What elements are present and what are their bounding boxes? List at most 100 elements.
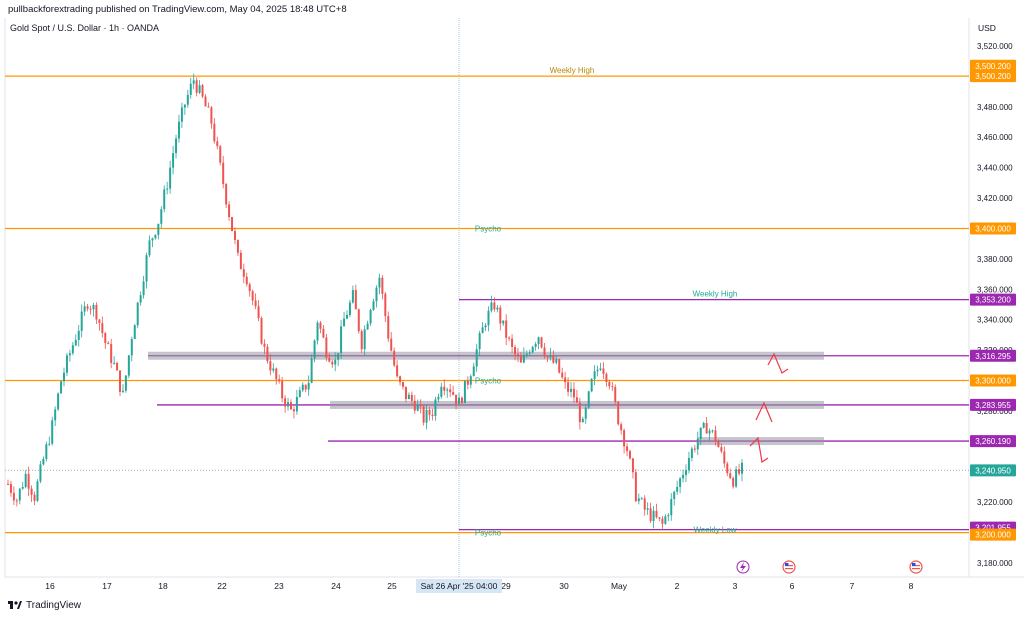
candle-body — [210, 107, 213, 124]
candle-body — [136, 302, 139, 326]
candle-body — [63, 372, 66, 382]
candle-body — [65, 355, 68, 373]
us-flag-icon[interactable] — [782, 560, 796, 574]
candle-body — [284, 398, 287, 407]
y-tick-label: 3,280.000 — [977, 407, 1013, 416]
candle-body — [360, 331, 363, 350]
level-price-tag-bg — [970, 293, 1016, 306]
candle-body — [399, 376, 402, 383]
candle-body — [443, 386, 446, 391]
candle-body — [428, 409, 431, 415]
candle-body — [337, 353, 340, 360]
candle-body — [511, 338, 514, 348]
extra-price-tag: 3,500.200 — [975, 62, 1011, 71]
candle-body — [48, 443, 51, 445]
candle-body — [419, 405, 422, 407]
level-text: Weekly High — [693, 290, 738, 299]
candle-body — [225, 184, 228, 205]
candle-body — [119, 370, 122, 392]
level-price-tag: 3,400.000 — [975, 224, 1011, 233]
candle-body — [564, 377, 567, 383]
candle-body — [295, 396, 298, 412]
candle-body — [7, 483, 9, 485]
candle-body — [484, 325, 487, 328]
symbol-title[interactable]: Gold Spot / U.S. Dollar · 1h · OANDA — [10, 23, 160, 33]
currency-label[interactable]: USD — [978, 23, 996, 33]
y-tick-label: 3,340.000 — [977, 316, 1013, 325]
level-price-tag-bg — [970, 398, 1016, 411]
candle-body — [9, 484, 12, 493]
candle-body — [387, 316, 390, 339]
candle-body — [593, 371, 596, 380]
candle-body — [378, 277, 381, 288]
candle-body — [534, 344, 537, 347]
candle-body — [113, 362, 116, 364]
us-flag-icon[interactable] — [909, 560, 923, 574]
candle-body — [596, 369, 599, 372]
candle-body — [151, 238, 154, 241]
candle-body — [493, 302, 496, 310]
candle-body — [649, 508, 652, 521]
candle-body — [676, 486, 679, 492]
candle-body — [490, 302, 493, 311]
crosshair-time-bg — [416, 579, 502, 593]
y-tick-label: 3,420.000 — [977, 194, 1013, 203]
candle-body — [446, 389, 449, 391]
candle-body — [192, 80, 195, 84]
candle-body — [77, 330, 80, 340]
candle-body — [36, 481, 39, 501]
candle-body — [95, 304, 98, 320]
candle-body — [148, 240, 151, 256]
candle-body — [667, 515, 670, 517]
candle-body — [121, 390, 124, 392]
candle-body — [673, 491, 676, 500]
level-text: Weekly Low — [694, 526, 737, 535]
candle-body — [687, 458, 690, 471]
candle-body — [402, 382, 405, 387]
candle-body — [393, 350, 396, 366]
candle-body — [422, 406, 425, 423]
x-tick-label: 3 — [733, 581, 738, 591]
candle-body — [720, 447, 723, 452]
candle-body — [543, 347, 546, 357]
candle-body — [581, 418, 584, 423]
candle-body — [463, 380, 466, 404]
candle-body — [334, 359, 337, 365]
candle-body — [68, 353, 71, 356]
candle-body — [496, 307, 499, 310]
x-tick-label: 18 — [158, 581, 168, 591]
candle-body — [86, 306, 89, 309]
candle-body — [519, 356, 522, 363]
y-tick-label: 3,380.000 — [977, 255, 1013, 264]
y-tick-label: 3,520.000 — [977, 42, 1013, 51]
candle-body — [266, 346, 269, 362]
candle-body — [514, 347, 517, 355]
x-tick-label: 24 — [331, 581, 341, 591]
candle-body — [726, 463, 729, 474]
candle-body — [499, 307, 502, 324]
candle-body — [437, 396, 440, 400]
candle-body — [599, 368, 602, 370]
candle-body — [228, 204, 231, 218]
level-price-tag-bg — [970, 435, 1016, 448]
candle-body — [549, 355, 552, 358]
us-flag-canton — [785, 563, 789, 566]
lightning-icon-glyph — [740, 562, 746, 572]
candle-body — [413, 400, 416, 411]
candle-body — [684, 470, 687, 475]
candle-body — [51, 420, 54, 444]
candle-body — [245, 276, 248, 285]
candle-body — [590, 379, 593, 392]
candle-body — [711, 430, 714, 432]
level-price-tag: 3,201.955 — [975, 524, 1011, 533]
candle-body — [469, 376, 472, 385]
level-text: Weekly High — [550, 66, 595, 75]
candle-body — [30, 488, 33, 495]
candle-body — [80, 311, 83, 331]
tradingview-brand[interactable]: TradingView — [8, 600, 81, 611]
y-tick-label: 3,480.000 — [977, 103, 1013, 112]
candle-body — [605, 373, 608, 383]
candle-body — [248, 284, 251, 292]
candle-body — [42, 458, 45, 465]
